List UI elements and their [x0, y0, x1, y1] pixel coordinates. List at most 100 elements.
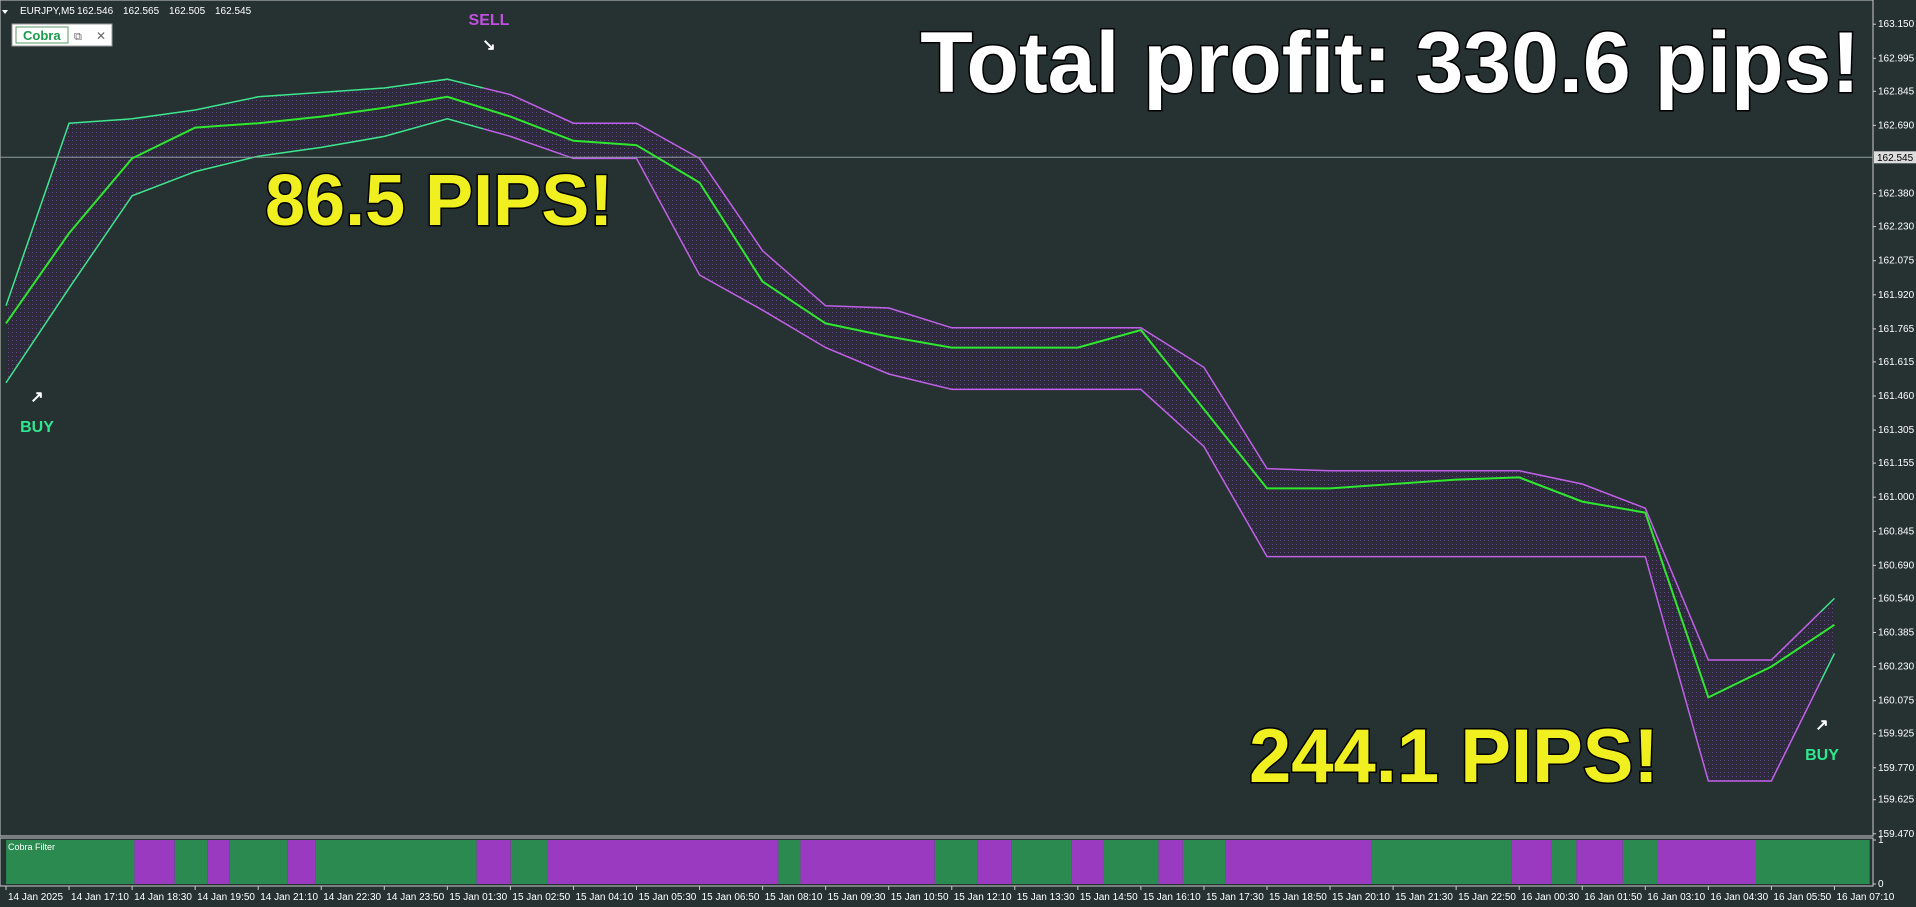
x-tick-label: 15 Jan 05:30 [639, 892, 697, 903]
current-price-box [1874, 151, 1916, 164]
x-tick-label: 14 Jan 18:30 [134, 892, 192, 903]
filter-bar [1371, 840, 1512, 884]
x-tick-label: 14 Jan 21:10 [260, 892, 318, 903]
x-tick-label: 15 Jan 08:10 [765, 892, 823, 903]
x-tick-label: 15 Jan 21:30 [1395, 892, 1453, 903]
filter-bar [1622, 840, 1658, 884]
x-tick-label: 14 Jan 23:50 [386, 892, 444, 903]
filter-bar [547, 840, 779, 884]
filter-bar [1576, 840, 1623, 884]
window-restore[interactable]: ⧉ [74, 31, 82, 43]
y-tick-label: 161.305 [1878, 425, 1915, 436]
x-tick-label: 16 Jan 00:30 [1521, 892, 1579, 903]
filter-bar [6, 840, 135, 884]
filter-bar [1551, 840, 1577, 884]
filter-bars [6, 840, 1870, 884]
profit-label: 86.5 PIPS! [265, 161, 613, 241]
symbol: EURJPY,M5 [20, 6, 75, 17]
filter-bar [1158, 840, 1183, 884]
filter-bar [174, 840, 208, 884]
current-price-label: 162.545 [1877, 153, 1914, 164]
y-tick-label: 160.230 [1878, 662, 1915, 673]
filter-bar [800, 840, 935, 884]
x-tick-label: 15 Jan 18:50 [1269, 892, 1327, 903]
x-tick-label: 15 Jan 04:10 [575, 892, 633, 903]
menu-arrow [2, 10, 8, 14]
buy-arrow: ↗ [30, 389, 43, 406]
quote-value: 162.505 [169, 6, 206, 17]
y-tick-label: 159.470 [1878, 829, 1915, 840]
filter-bar [1225, 840, 1372, 884]
y-tick-label: 161.765 [1878, 324, 1915, 335]
band-lower [5, 118, 1836, 782]
indicator-tick-label: 0 [1878, 879, 1884, 890]
x-tick-label: 16 Jan 03:10 [1647, 892, 1705, 903]
filter-bar [778, 840, 801, 884]
quote-value: 162.565 [123, 6, 160, 17]
filter-bar [510, 840, 548, 884]
y-tick-label: 161.000 [1878, 492, 1915, 503]
indicator-tick-label: 1 [1878, 835, 1884, 846]
buy-label: BUY [1805, 747, 1839, 764]
price-line [5, 95, 1836, 699]
y-tick-label: 163.150 [1878, 19, 1915, 30]
x-tick-label: 15 Jan 10:50 [891, 892, 949, 903]
window-close[interactable]: ✕ [96, 29, 106, 43]
sell-label: SELL [469, 12, 510, 29]
y-tick-label: 159.625 [1878, 795, 1915, 806]
filter-bar [229, 840, 288, 884]
filter-bar [476, 840, 511, 884]
x-tick-label: 15 Jan 02:50 [512, 892, 570, 903]
x-tick-label: 15 Jan 13:30 [1017, 892, 1075, 903]
y-tick-label: 162.380 [1878, 189, 1915, 200]
filter-bar [934, 840, 978, 884]
x-tick-label: 14 Jan 19:50 [197, 892, 255, 903]
filter-bar [1071, 840, 1104, 884]
filter-bar [1182, 840, 1226, 884]
buy-arrow: ↗ [1815, 717, 1828, 734]
sell-arrow: ↘ [482, 37, 495, 54]
y-tick-label: 162.230 [1878, 222, 1915, 233]
filter-bar [1011, 840, 1072, 884]
x-tick-label: 15 Jan 14:50 [1080, 892, 1138, 903]
profit-label: 244.1 PIPS! [1249, 714, 1659, 799]
filter-bar [1756, 840, 1870, 884]
y-tick-label: 162.075 [1878, 256, 1915, 267]
filter-bar [1511, 840, 1552, 884]
x-tick-label: 15 Jan 06:50 [702, 892, 760, 903]
indicator-tab[interactable] [15, 26, 69, 44]
x-tick-label: 16 Jan 01:50 [1584, 892, 1642, 903]
quote-value: 162.545 [215, 6, 252, 17]
x-tick-label: 16 Jan 05:50 [1773, 892, 1831, 903]
y-tick-label: 159.925 [1878, 729, 1915, 740]
filter-bar [1657, 840, 1757, 884]
filter-bar [134, 840, 175, 884]
quote-value: 162.546 [77, 6, 114, 17]
y-tick-label: 162.690 [1878, 120, 1915, 131]
x-tick-label: 16 Jan 07:10 [1836, 892, 1894, 903]
y-tick-label: 161.920 [1878, 290, 1915, 301]
y-tick-label: 162.995 [1878, 53, 1915, 64]
filter-bar [977, 840, 1012, 884]
x-tick-label: 14 Jan 2025 [8, 892, 63, 903]
y-tick-label: 160.385 [1878, 628, 1915, 639]
x-tick-label: 16 Jan 04:30 [1710, 892, 1768, 903]
indicator-name: Cobra [23, 28, 61, 43]
buy-label: BUY [20, 419, 54, 436]
y-tick-label: 160.690 [1878, 560, 1915, 571]
headline: Total profit: 330.6 pips! [920, 15, 1860, 111]
y-tick-label: 162.845 [1878, 86, 1915, 97]
y-tick-label: 160.845 [1878, 526, 1915, 537]
filter-bar [315, 840, 477, 884]
x-tick-label: 15 Jan 17:30 [1206, 892, 1264, 903]
filter-bar [207, 840, 230, 884]
x-tick-label: 15 Jan 16:10 [1143, 892, 1201, 903]
y-tick-label: 160.540 [1878, 593, 1915, 604]
y-tick-label: 161.155 [1878, 458, 1915, 469]
y-tick-label: 159.770 [1878, 763, 1915, 774]
x-tick-label: 15 Jan 12:10 [954, 892, 1012, 903]
filter-bar [287, 840, 316, 884]
x-tick-label: 14 Jan 22:30 [323, 892, 381, 903]
indicator-title: Cobra Filter [8, 842, 55, 852]
